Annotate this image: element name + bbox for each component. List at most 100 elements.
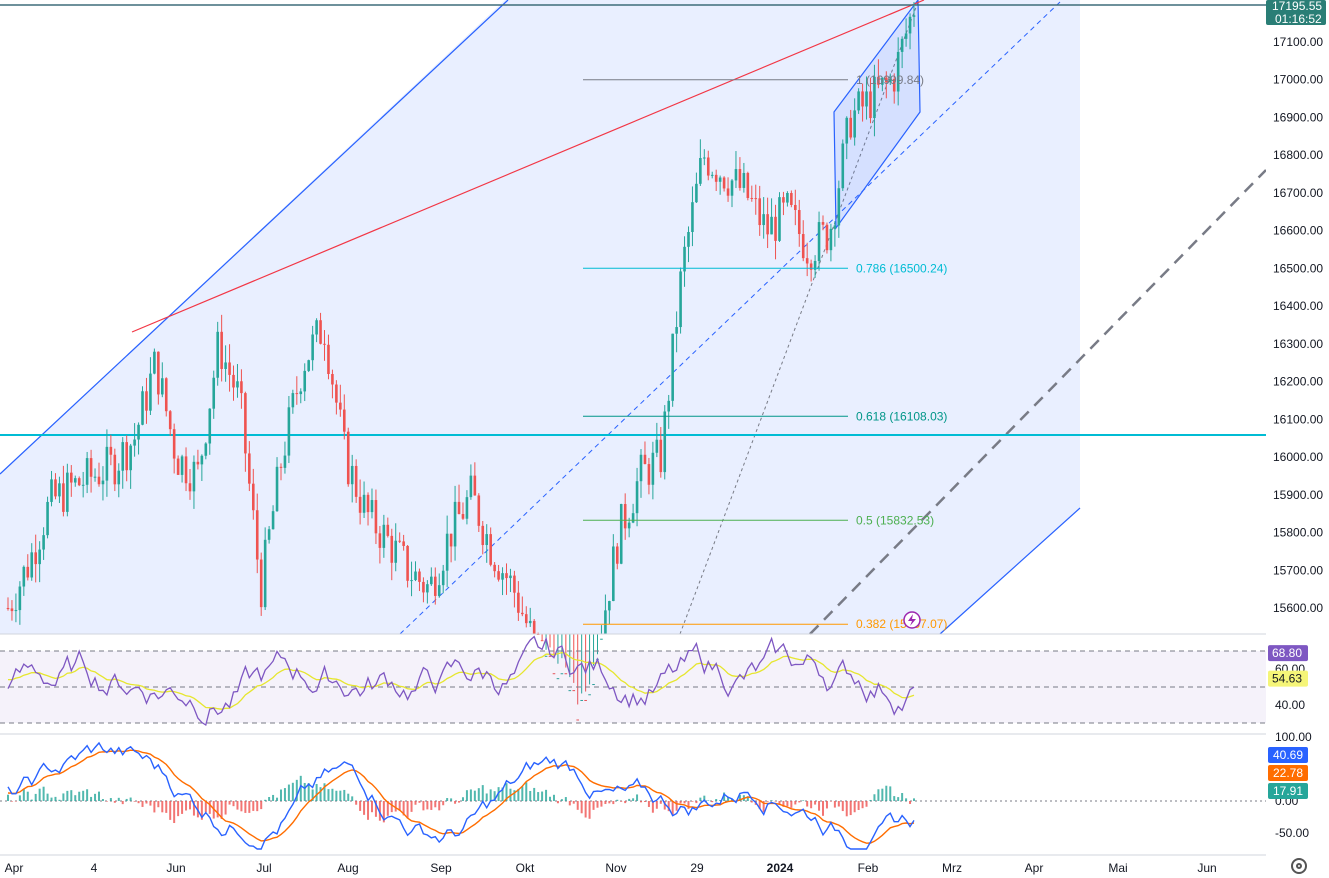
macd-histogram-bar	[10, 801, 13, 802]
candle-body	[469, 475, 473, 498]
macd-value-label: 40.69	[1273, 748, 1303, 762]
macd-histogram-bar	[34, 793, 37, 801]
macd-histogram-bar	[794, 801, 797, 805]
candle-body	[89, 458, 93, 477]
candle-body	[461, 514, 465, 519]
price-tick-label: 17000.00	[1273, 73, 1323, 87]
macd-histogram-bar	[556, 801, 559, 804]
candle-body	[691, 202, 694, 233]
candle-body	[287, 407, 291, 456]
macd-histogram-bar	[877, 789, 880, 801]
candle-body	[73, 478, 77, 483]
candle-body	[608, 601, 611, 611]
macd-histogram-bar	[141, 801, 144, 807]
macd-histogram-bar	[549, 796, 552, 801]
candle-body	[101, 480, 105, 485]
price-tick-label: 15800.00	[1273, 526, 1323, 540]
candle-body	[643, 454, 647, 465]
macd-histogram-bar	[177, 801, 180, 817]
macd-histogram-bar	[600, 801, 603, 807]
macd-histogram-bar	[552, 794, 555, 801]
candle-body	[623, 504, 627, 529]
macd-histogram-bar	[66, 790, 69, 801]
candle-body	[319, 320, 322, 344]
price-axis[interactable]: 17100.00 17000.00 16900.00 16800.00 16700.00…	[1266, 0, 1329, 878]
macd-histogram-bar	[335, 790, 338, 801]
macd-histogram-bar	[822, 801, 825, 816]
candle-body	[382, 524, 386, 548]
candle-body	[679, 271, 682, 328]
price-tick-label: 16200.00	[1273, 375, 1323, 389]
price-tick-label: 15600.00	[1273, 601, 1323, 615]
macd-histogram-bar	[339, 790, 342, 801]
candle-body	[473, 475, 477, 496]
candle-body	[121, 442, 125, 471]
macd-histogram-bar	[173, 801, 176, 824]
candle-body	[706, 157, 710, 176]
macd-histogram-bar	[841, 801, 844, 812]
price-tick-label: 16600.00	[1273, 224, 1323, 238]
macd-histogram-bar	[315, 783, 318, 801]
candle-body	[342, 409, 346, 432]
candle-body	[627, 522, 631, 529]
macd-histogram-bar	[655, 801, 658, 809]
candle-body	[572, 690, 576, 692]
candle-body	[248, 453, 251, 484]
candle-body	[829, 228, 833, 251]
macd-histogram-bar	[624, 801, 627, 804]
macd-histogram-bar	[746, 796, 749, 801]
macd-histogram-bar	[264, 799, 267, 801]
rsi-value-label: 54.63	[1272, 672, 1302, 686]
macd-histogram-bar	[382, 801, 385, 823]
last-price-badge	[1266, 0, 1326, 25]
macd-histogram-bar	[101, 799, 104, 801]
macd-histogram-bar	[232, 801, 235, 807]
macd-histogram-bar	[810, 801, 813, 809]
macd-histogram-bar	[117, 797, 120, 801]
gear-icon[interactable]	[1291, 858, 1307, 874]
candle-body	[414, 571, 417, 581]
price-tick-label: 16800.00	[1273, 148, 1323, 162]
candle-body	[912, 15, 916, 17]
macd-histogram-bar	[311, 789, 314, 801]
candle-body	[801, 234, 805, 259]
candle-body	[176, 458, 180, 475]
candle-body	[513, 575, 516, 593]
macd-histogram-bar	[224, 801, 227, 815]
candle-body	[323, 343, 326, 345]
lightning-alert-icon[interactable]	[903, 611, 921, 629]
candle-body	[180, 456, 184, 475]
macd-histogram-bar	[572, 801, 575, 804]
time-axis[interactable]: Apr 4 Jun Jul Aug Sep Okt Nov 29 2024 Feb Mrz Apr Mai…	[0, 854, 1266, 875]
macd-histogram-bar	[390, 801, 393, 813]
rsi-value-badge	[1268, 670, 1308, 687]
candle-body	[576, 719, 580, 721]
macd-histogram-bar	[82, 790, 85, 801]
fib-level-label: 0.382 (15557.07)	[856, 617, 947, 631]
time-tick-label: 29	[690, 861, 704, 875]
macd-histogram-bar	[279, 789, 282, 801]
macd-histogram-bar	[216, 801, 219, 818]
channel-fill	[0, 0, 1080, 634]
macd-histogram-bar	[782, 801, 785, 807]
candle-body	[220, 331, 223, 369]
candle-body	[635, 481, 639, 514]
macd-histogram-bar	[616, 799, 619, 801]
macd-histogram-bar	[592, 801, 595, 810]
candle-body	[58, 483, 61, 497]
candle-body	[303, 370, 307, 392]
macd-value-badge	[1268, 765, 1308, 781]
macd-histogram-bar	[636, 794, 639, 801]
candle-body	[358, 496, 362, 513]
candle-body	[236, 381, 239, 388]
macd-histogram-bar	[798, 801, 801, 803]
candle-body	[813, 260, 817, 270]
candle-body	[30, 552, 34, 578]
candle-body	[639, 454, 643, 482]
macd-histogram-bar	[814, 801, 817, 805]
macd-histogram-bar	[307, 783, 310, 801]
candle-body	[251, 483, 255, 511]
fib-level-label: 0.618 (16108.03)	[856, 409, 947, 423]
candle-body	[145, 391, 148, 411]
